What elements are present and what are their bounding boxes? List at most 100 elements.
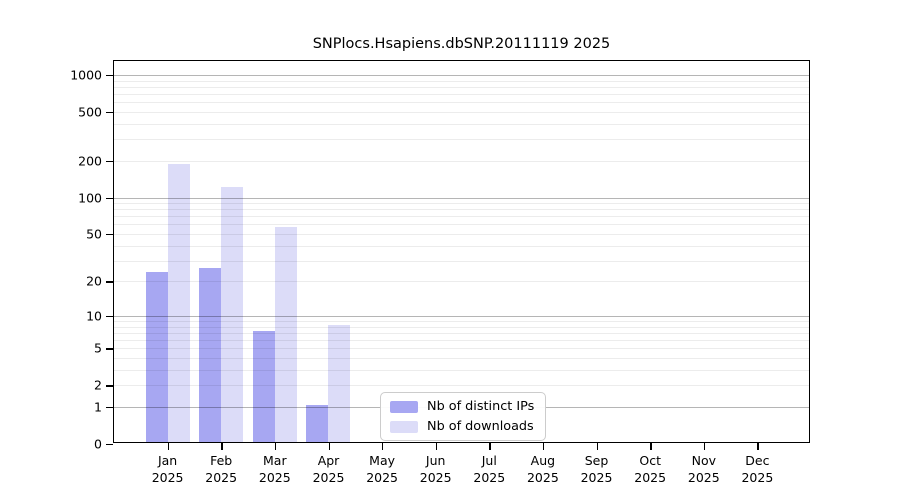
- y-tick: [106, 74, 113, 77]
- x-tick: [328, 443, 330, 450]
- x-tick: [489, 443, 491, 450]
- x-tick: [542, 443, 545, 450]
- y-tick: [106, 348, 113, 350]
- x-tick-label: Oct 2025: [634, 452, 666, 486]
- y-tick-label: 50: [86, 226, 102, 242]
- x-tick-month: Jun: [425, 453, 446, 468]
- x-tick: [435, 443, 438, 450]
- minor-gridline: [114, 224, 809, 226]
- bar-apr-downloads: [328, 324, 351, 442]
- y-tick-label: 2: [94, 377, 102, 393]
- legend-item-distinct-ips: Nb of distinct IPs: [390, 399, 536, 414]
- minor-gridline: [114, 160, 809, 162]
- x-tick-label: Feb 2025: [205, 452, 237, 486]
- x-tick-year: 2025: [258, 470, 291, 485]
- x-tick-year: 2025: [526, 470, 559, 485]
- minor-gridline: [114, 123, 809, 125]
- minor-gridline: [114, 260, 809, 262]
- bar-feb-downloads: [221, 186, 244, 442]
- x-tick-year: 2025: [580, 470, 613, 485]
- x-tick-month: Oct: [639, 453, 661, 468]
- minor-gridline: [114, 80, 809, 82]
- y-tick-label: 20: [86, 273, 102, 289]
- x-tick-month: Sep: [584, 453, 609, 468]
- x-tick-year: 2025: [366, 470, 398, 485]
- x-tick-label: Nov 2025: [688, 452, 720, 486]
- y-tick: [106, 315, 113, 318]
- x-tick-year: 2025: [634, 470, 667, 485]
- y-tick-label: 10: [86, 308, 102, 324]
- y-tick-label: 1000: [70, 67, 102, 83]
- x-tick-month: Feb: [210, 453, 233, 468]
- bar-jan-distinct-ips: [145, 272, 168, 442]
- x-tick: [703, 443, 706, 450]
- x-tick-month: Apr: [317, 453, 340, 468]
- x-tick: [757, 443, 759, 450]
- minor-gridline: [114, 102, 809, 104]
- legend: Nb of distinct IPs Nb of downloads: [380, 392, 546, 441]
- legend-label-downloads: Nb of downloads: [427, 419, 534, 434]
- minor-gridline: [114, 203, 809, 204]
- y-tick: [106, 197, 113, 199]
- x-tick-label: Jul 2025: [473, 452, 505, 486]
- y-tick-label: 500: [78, 104, 102, 120]
- x-tick: [167, 443, 169, 450]
- x-tick: [274, 443, 277, 450]
- y-tick: [106, 407, 113, 409]
- chart-title: SNPlocs.Hsapiens.dbSNP.20111119 2025: [312, 36, 611, 52]
- x-tick-year: 2025: [741, 470, 774, 485]
- minor-gridline: [114, 348, 809, 350]
- minor-gridline: [114, 358, 809, 359]
- y-tick: [106, 111, 113, 114]
- minor-gridline: [114, 281, 809, 283]
- x-tick-month: May: [369, 453, 396, 468]
- x-tick-year: 2025: [312, 470, 345, 485]
- major-gridline: [114, 197, 809, 199]
- minor-gridline: [114, 209, 809, 211]
- x-tick-year: 2025: [419, 470, 452, 485]
- x-tick-month: Nov: [691, 453, 716, 468]
- x-tick-label: Sep 2025: [581, 452, 613, 486]
- x-tick-year: 2025: [151, 470, 184, 485]
- major-gridline: [114, 74, 809, 76]
- x-tick-month: Jul: [481, 453, 497, 468]
- x-tick-label: Apr 2025: [313, 452, 345, 486]
- y-tick-label: 200: [78, 153, 102, 169]
- minor-gridline: [114, 216, 809, 218]
- bar-mar-distinct-ips: [252, 330, 275, 442]
- x-tick-label: Jun 2025: [420, 452, 452, 486]
- x-tick: [596, 443, 598, 450]
- y-tick-label: 100: [78, 190, 102, 205]
- minor-gridline: [114, 94, 809, 95]
- y-tick-label: 5: [94, 340, 102, 356]
- bar-jan-downloads: [167, 164, 190, 442]
- minor-gridline: [114, 385, 809, 387]
- minor-gridline: [114, 332, 809, 334]
- minor-gridline: [114, 369, 809, 371]
- bar-mar-downloads: [274, 226, 297, 442]
- x-tick-month: Aug: [530, 453, 556, 468]
- minor-gridline: [114, 111, 809, 113]
- x-tick-month: Dec: [745, 453, 770, 468]
- x-tick-month: Mar: [263, 453, 287, 468]
- x-tick-month: Jan: [157, 453, 178, 468]
- x-tick: [382, 443, 384, 450]
- minor-gridline: [114, 340, 809, 342]
- x-tick-label: Mar 2025: [259, 452, 291, 486]
- x-tick-label: Aug 2025: [527, 452, 559, 486]
- x-tick-year: 2025: [687, 470, 720, 485]
- legend-label-distinct-ips: Nb of distinct IPs: [427, 399, 535, 414]
- y-tick: [106, 281, 113, 283]
- x-tick-label: Dec 2025: [741, 452, 773, 486]
- bar-apr-distinct-ips: [306, 404, 329, 442]
- x-tick-year: 2025: [473, 470, 506, 485]
- minor-gridline: [114, 234, 809, 235]
- distinct-ips-swatch: [390, 400, 418, 413]
- downloads-swatch: [390, 420, 418, 433]
- minor-gridline: [114, 326, 809, 328]
- y-tick: [106, 444, 113, 446]
- x-tick: [650, 443, 652, 450]
- minor-gridline: [114, 321, 809, 322]
- x-tick: [221, 443, 223, 450]
